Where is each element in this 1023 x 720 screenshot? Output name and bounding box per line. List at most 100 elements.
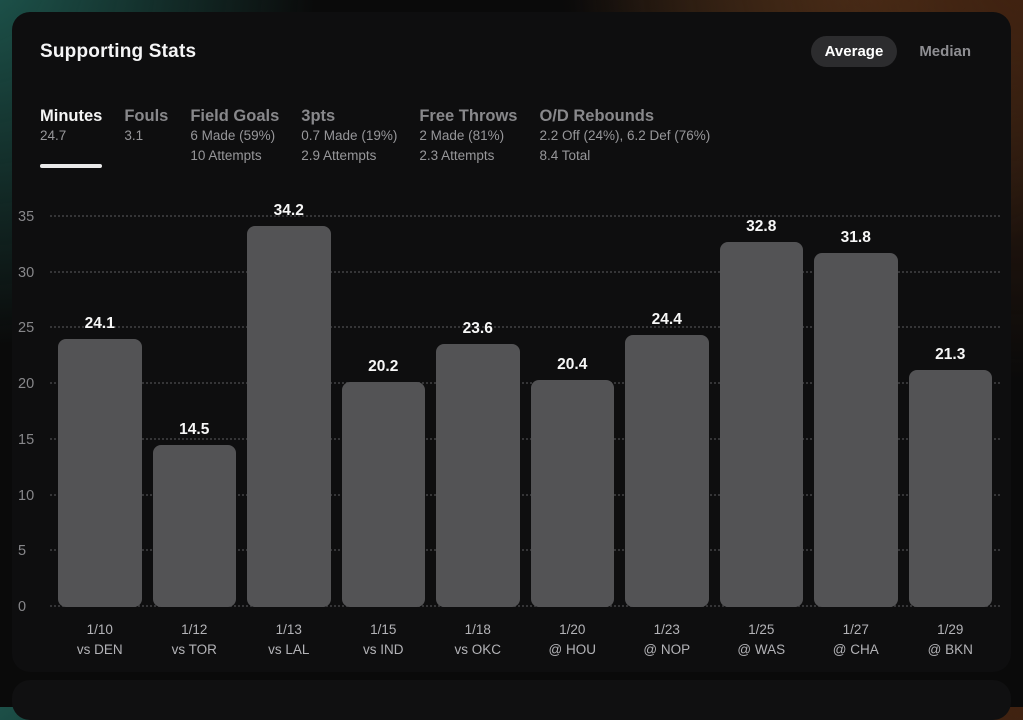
x-axis-label: 1/29 @ BKN [909, 620, 993, 660]
tab-field-goals[interactable]: Field Goals 6 Made (59%) 10 Attempts [190, 107, 279, 166]
x-axis-label: 1/10 vs DEN [58, 620, 142, 660]
chart-bar-group: 24.1 [58, 217, 142, 607]
tab-value: 6 Made (59%) [190, 128, 276, 143]
y-axis-tick: 10 [18, 487, 35, 504]
stat-tabs: Minutes 24.7 Fouls 3.1 Field Goals 6 Made (59… [12, 107, 1011, 168]
game-opponent: @ CHA [832, 642, 879, 657]
game-opponent: @ NOP [643, 642, 691, 657]
tab-label: Field Goals [190, 107, 280, 125]
gridline [50, 549, 1000, 552]
tab-minutes[interactable]: Minutes 24.7 [40, 107, 103, 168]
game-opponent: vs IND [363, 642, 404, 657]
gridline [50, 382, 1000, 385]
game-date: 1/29 [937, 622, 964, 637]
chart-bar [625, 335, 709, 607]
tab-value: 2.2 Off (24%), 6.2 Def (76%) [539, 128, 711, 143]
game-date: 1/27 [842, 622, 869, 637]
chart-bar-group: 32.8 [719, 217, 803, 607]
game-date: 1/12 [181, 622, 208, 637]
tab-label: Free Throws [419, 107, 518, 125]
chart-bar [152, 445, 236, 607]
tab-3pts[interactable]: 3pts 0.7 Made (19%) 2.9 Attempts [301, 107, 397, 166]
x-axis-label: 1/15 vs IND [342, 620, 426, 660]
y-axis-tick: 20 [18, 376, 35, 393]
tab-o-d-rebounds[interactable]: O/D Rebounds 2.2 Off (24%), 6.2 Def (76%)… [539, 107, 710, 166]
bars-row: 24.1 14.5 34.2 20.2 23.6 20.4 24.4 32.8 31.8 21.3 [50, 202, 1000, 607]
bar-value-label: 24.1 [84, 314, 115, 332]
x-axis-label: 1/23 @ NOP [625, 620, 709, 660]
chart-bar-group: 24.4 [625, 217, 709, 607]
chart-bar [341, 381, 425, 607]
chart-bar [247, 225, 331, 607]
gridline [50, 493, 1000, 496]
x-axis-label: 1/20 @ HOU [531, 620, 615, 660]
y-axis-tick: 30 [18, 264, 35, 281]
chart-bar [908, 369, 992, 607]
x-axis-label: 1/13 vs LAL [247, 620, 331, 660]
chart-bar [58, 338, 142, 607]
tab-value: 0.7 Made (19%) [301, 128, 398, 143]
chart-bar-group: 31.8 [814, 217, 898, 607]
page-title: Supporting Stats [40, 40, 197, 62]
bar-value-label: 20.2 [368, 357, 399, 375]
tab-value: 2 Made (81%) [419, 128, 505, 143]
game-date: 1/18 [464, 622, 491, 637]
tab-value: 2.9 Attempts [301, 148, 377, 163]
y-axis-tick: 35 [18, 209, 35, 225]
bar-value-label: 24.4 [651, 311, 682, 329]
game-date: 1/15 [370, 622, 397, 637]
chart-bar-group: 34.2 [247, 202, 331, 607]
chart-bar [436, 344, 520, 607]
game-date: 1/20 [559, 622, 586, 637]
tab-value: 10 Attempts [190, 148, 262, 163]
bar-value-label: 31.8 [840, 228, 871, 246]
y-axis-tick: 0 [18, 599, 27, 615]
chart-bar [719, 241, 803, 607]
bar-value-label: 23.6 [462, 320, 493, 337]
gridline [50, 605, 1000, 607]
x-axis-label: 1/12 vs TOR [153, 620, 237, 660]
card-header: Supporting Stats Average Median [12, 12, 1011, 67]
average-median-toggle: Average Median [810, 36, 985, 67]
chart-bar-group: 20.2 [341, 217, 425, 607]
supporting-stats-card: Supporting Stats Average Median Minutes 2… [12, 12, 1011, 672]
gridline [50, 437, 1000, 440]
y-axis-tick: 25 [18, 320, 35, 337]
chart-bar-group: 14.5 [152, 217, 236, 607]
game-date: 1/23 [653, 622, 680, 637]
chart-bar-group: 21.3 [908, 217, 992, 607]
bar-value-label: 20.4 [557, 355, 588, 373]
toggle-option-average[interactable]: Average [810, 36, 898, 67]
x-axis-labels: 1/10 vs DEN 1/12 vs TOR 1/13 vs LAL 1/15 vs IND… [50, 620, 1000, 660]
tab-label: 3pts [301, 107, 336, 125]
gridline [50, 270, 1000, 273]
tab-label: Minutes [40, 107, 103, 125]
bar-value-label: 14.5 [179, 421, 210, 439]
game-opponent: vs OKC [454, 642, 501, 657]
chart-bar-group: 23.6 [436, 217, 520, 607]
chart-bar-group: 20.4 [530, 217, 614, 607]
game-opponent: @ WAS [737, 642, 786, 657]
game-opponent: vs LAL [268, 642, 310, 657]
bar-value-label: 21.3 [935, 345, 966, 363]
tab-value: 8.4 Total [539, 148, 591, 163]
tab-fouls[interactable]: Fouls 3.1 [124, 107, 168, 146]
gridline [50, 326, 1000, 329]
x-axis-label: 1/27 @ CHA [814, 620, 898, 660]
tab-free-throws[interactable]: Free Throws 2 Made (81%) 2.3 Attempts [419, 107, 517, 166]
game-date: 1/25 [748, 622, 775, 637]
bar-value-label: 32.8 [746, 217, 777, 235]
tab-value: 3.1 [124, 128, 144, 143]
game-date: 1/10 [86, 622, 113, 637]
tab-label: Fouls [124, 107, 169, 125]
gridline [50, 215, 1000, 217]
game-opponent: vs DEN [76, 642, 123, 657]
x-axis-label: 1/18 vs OKC [436, 620, 520, 660]
toggle-option-median[interactable]: Median [919, 43, 971, 60]
game-opponent: vs TOR [171, 642, 217, 657]
active-tab-underline [40, 164, 103, 168]
game-opponent: @ HOU [548, 642, 596, 657]
x-axis-label: 1/25 @ WAS [720, 620, 804, 660]
y-axis-tick: 5 [18, 543, 27, 560]
tab-label: O/D Rebounds [539, 107, 655, 125]
